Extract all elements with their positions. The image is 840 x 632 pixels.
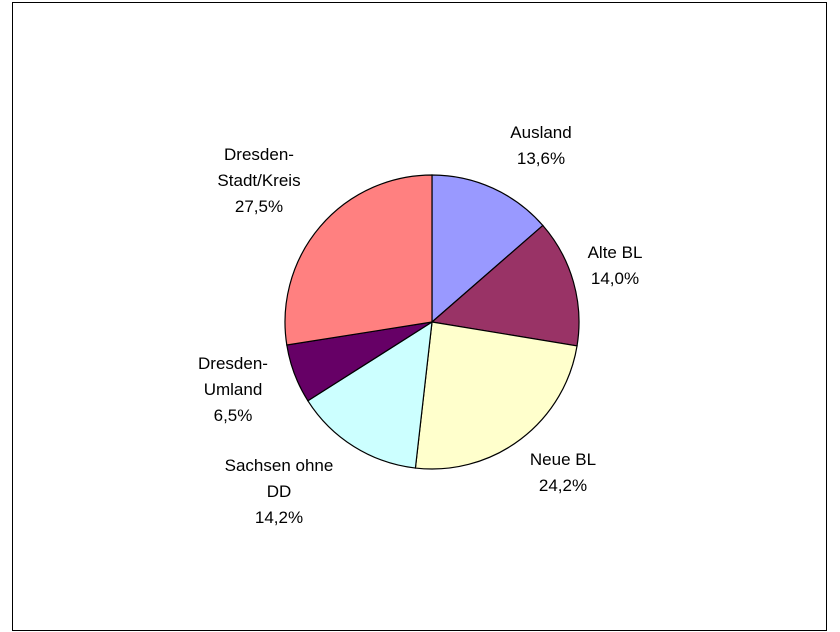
pie-slice-5	[284, 174, 433, 346]
slice-name-line: Umland	[204, 380, 263, 399]
pie-chart: Ausland 13,6% Alte BL 14,0% Neue BL 24,2% Sach…	[198, 123, 642, 527]
slice-name-line: Dresden-	[198, 354, 268, 373]
slice-label-2: Neue BL 24,2%	[530, 450, 596, 495]
pie-slice-1	[430, 224, 580, 347]
slice-value-label: 24,2%	[539, 476, 587, 495]
pie-slice-2	[414, 321, 578, 470]
pie-slice-0	[431, 174, 544, 324]
slice-value-label: 13,6%	[517, 149, 565, 168]
slice-label-3: Sachsen ohne DD 14,2%	[225, 456, 334, 527]
slice-name-line: Alte BL	[588, 243, 643, 262]
pie-slices	[284, 174, 580, 470]
slice-label-1: Alte BL 14,0%	[588, 243, 643, 288]
slice-label-5: Dresden- Stadt/Kreis 27,5%	[217, 145, 300, 216]
slice-name-line: Stadt/Kreis	[217, 171, 300, 190]
pie-labels: Ausland 13,6% Alte BL 14,0% Neue BL 24,2% Sach…	[198, 123, 642, 527]
slice-name-line: Sachsen ohne	[225, 456, 334, 475]
slice-name-line: DD	[267, 482, 292, 501]
slice-name-line: Ausland	[510, 123, 571, 142]
pie-slice-3	[307, 320, 433, 469]
chart-frame: Ausland 13,6% Alte BL 14,0% Neue BL 24,2% Sach…	[12, 2, 827, 631]
slice-name-line: Neue BL	[530, 450, 596, 469]
slice-value-label: 14,0%	[591, 269, 639, 288]
slice-label-0: Ausland 13,6%	[510, 123, 571, 168]
slice-value-label: 27,5%	[235, 197, 283, 216]
slice-value-label: 6,5%	[214, 406, 253, 425]
slice-value-label: 14,2%	[255, 508, 303, 527]
slice-label-4: Dresden- Umland 6,5%	[198, 354, 268, 425]
slice-name-line: Dresden-	[224, 145, 294, 164]
